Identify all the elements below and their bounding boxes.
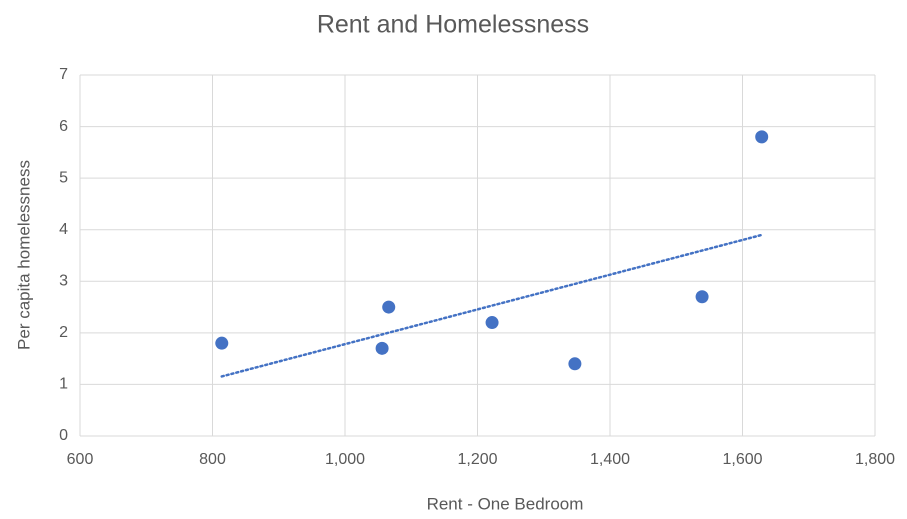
x-tick-label: 600 bbox=[67, 451, 94, 468]
x-tick-label: 1,800 bbox=[855, 451, 895, 468]
point bbox=[568, 357, 582, 371]
point bbox=[382, 300, 396, 314]
x-tick-label: 1,600 bbox=[722, 451, 762, 468]
y-tick-label: 6 bbox=[59, 118, 68, 135]
y-tick-label: 7 bbox=[59, 66, 68, 83]
point bbox=[485, 316, 499, 330]
chart-title: Rent and Homelessness bbox=[317, 11, 589, 39]
point bbox=[375, 341, 389, 355]
x-axis-label: Rent - One Bedroom bbox=[427, 494, 584, 513]
point bbox=[215, 336, 229, 350]
y-tick-label: 3 bbox=[59, 273, 68, 290]
y-tick-label: 4 bbox=[59, 221, 68, 238]
y-tick-label: 2 bbox=[59, 324, 68, 341]
point bbox=[695, 290, 709, 304]
y-tick-label: 0 bbox=[59, 427, 68, 444]
y-axis-label: Per capita homelessness bbox=[14, 160, 33, 350]
x-tick-label: 1,000 bbox=[325, 451, 365, 468]
trendline bbox=[220, 233, 763, 378]
y-tick-label: 1 bbox=[59, 376, 68, 393]
point bbox=[755, 130, 769, 144]
x-tick-label: 1,400 bbox=[590, 451, 630, 468]
x-tick-label: 800 bbox=[199, 451, 226, 468]
y-tick-label: 5 bbox=[59, 169, 68, 186]
x-tick-label: 1,200 bbox=[457, 451, 497, 468]
